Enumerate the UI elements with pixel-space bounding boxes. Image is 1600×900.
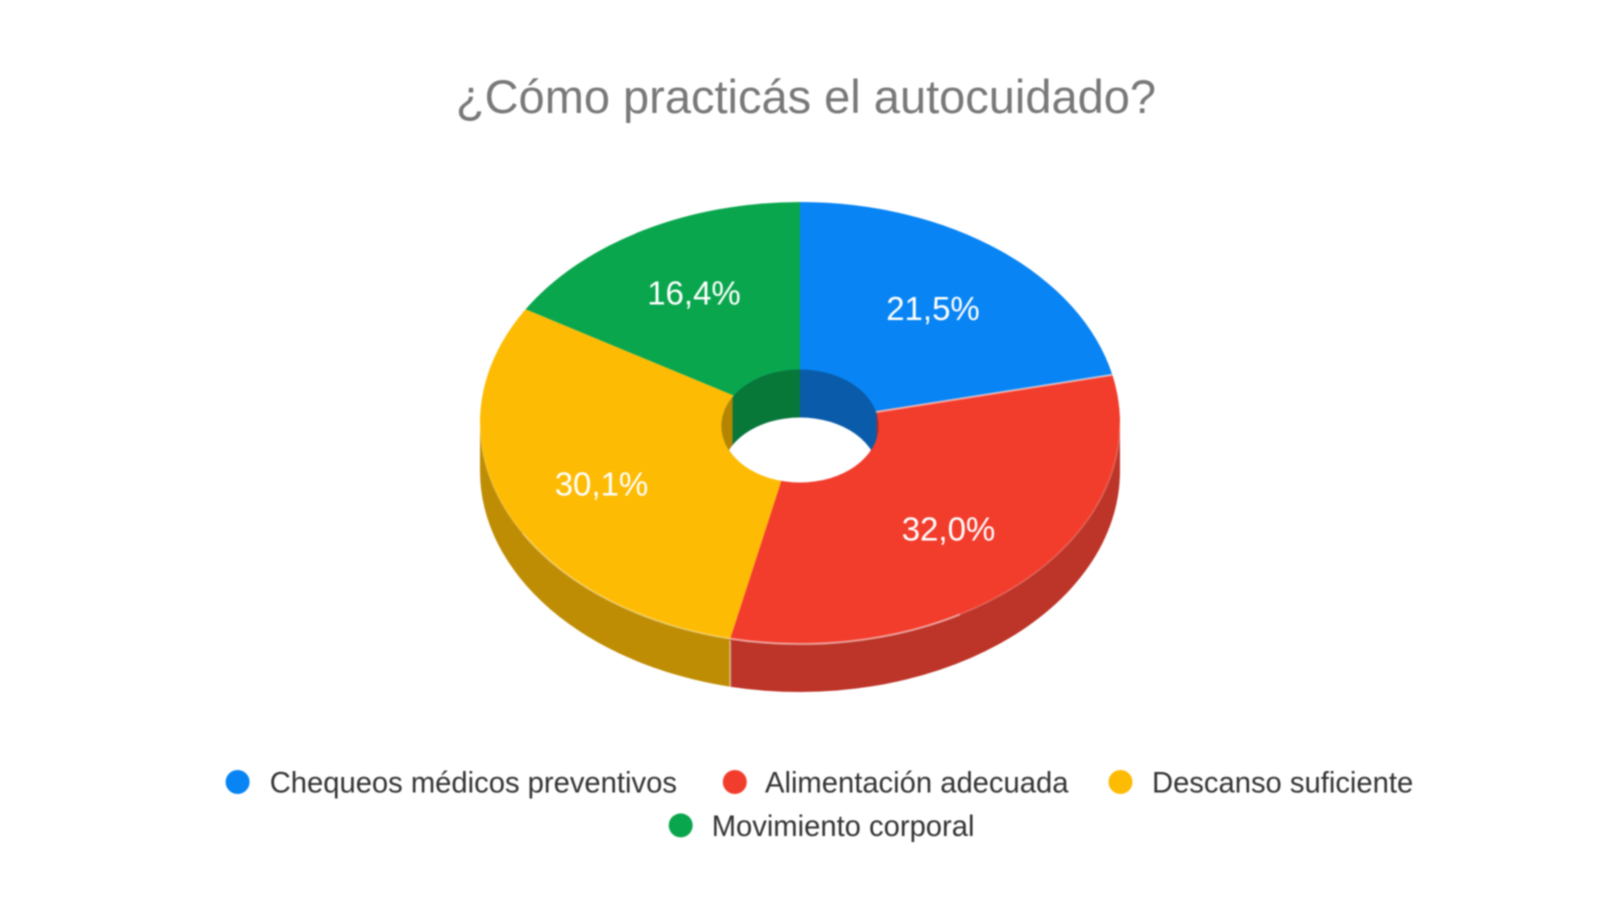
svg-text:Alimentación adecuada: Alimentación adecuada	[765, 767, 1069, 799]
svg-text:21,5%: 21,5%	[886, 290, 980, 327]
svg-text:Chequeos médicos preventivos: Chequeos médicos preventivos	[270, 767, 677, 799]
svg-text:30,1%: 30,1%	[555, 466, 649, 503]
svg-text:32,0%: 32,0%	[902, 511, 996, 548]
svg-text:Descanso suficiente: Descanso suficiente	[1152, 767, 1413, 799]
svg-text:Movimiento corporal: Movimiento corporal	[712, 811, 975, 843]
svg-text:¿Cómo practicás el autocuidado: ¿Cómo practicás el autocuidado?	[456, 70, 1156, 123]
svg-text:16,4%: 16,4%	[647, 275, 741, 312]
